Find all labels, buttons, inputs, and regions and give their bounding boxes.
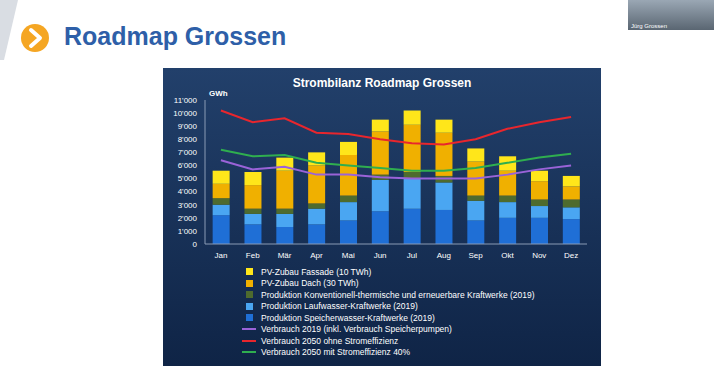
html-text:GWh: GWh	[209, 89, 228, 98]
svg-text:0: 0	[193, 240, 198, 249]
svg-text:6'000: 6'000	[178, 161, 198, 170]
svg-text:7'000: 7'000	[178, 148, 198, 157]
svg-text:8'000: 8'000	[178, 135, 198, 144]
svg-text:Feb: Feb	[246, 251, 260, 260]
svg-text:10'000: 10'000	[173, 109, 197, 118]
html-text:Verbrauch 2019 (inkl. Verbrauc: Verbrauch 2019 (inkl. Verbrauch Speicher…	[261, 324, 452, 335]
svg-text:Apr: Apr	[310, 251, 323, 260]
svg-text:Mai: Mai	[342, 251, 355, 260]
svg-text:Sep: Sep	[468, 251, 483, 260]
html-text:PV-Zubau Dach (30 TWh): PV-Zubau Dach (30 TWh)	[261, 278, 359, 289]
svg-text:Aug: Aug	[437, 251, 451, 260]
svg-text:4'000: 4'000	[178, 187, 198, 196]
svg-text:11'000: 11'000	[174, 96, 198, 105]
html-text:Strombilanz Roadmap Grossen: Strombilanz Roadmap Grossen	[292, 76, 472, 90]
html-text:Jürg Grossen: Jürg Grossen	[631, 23, 667, 29]
svg-text:Dez: Dez	[564, 251, 578, 260]
html-text:Roadmap Grossen: Roadmap Grossen	[64, 22, 287, 50]
html-text:Produktion Speicherwasser-Kraf: Produktion Speicherwasser-Kraftwerke (20…	[261, 312, 435, 323]
html-text:Produktion Laufwasser-Kraftwer: Produktion Laufwasser-Kraftwerke (2019)	[261, 301, 418, 312]
html-text:PV-Zubau Fassade (10 TWh): PV-Zubau Fassade (10 TWh)	[261, 266, 372, 277]
svg-text:Okt: Okt	[501, 251, 514, 260]
svg-text:Jul: Jul	[407, 251, 417, 260]
svg-text:5'000: 5'000	[178, 174, 198, 183]
svg-text:9'000: 9'000	[178, 122, 198, 131]
svg-text:3'000: 3'000	[178, 201, 198, 210]
svg-text:Mär: Mär	[278, 251, 292, 260]
svg-text:1'000: 1'000	[178, 227, 198, 236]
html-text:Verbrauch 2050 mit Stromeffizi: Verbrauch 2050 mit Stromeffizienz 40%	[261, 347, 411, 358]
svg-text:Jan: Jan	[214, 251, 227, 260]
html-text:Produktion Konventionell-therm: Produktion Konventionell-thermische und …	[261, 289, 535, 300]
svg-text:Nov: Nov	[532, 251, 546, 260]
svg-text:2'000: 2'000	[178, 214, 198, 223]
svg-text:Jun: Jun	[374, 251, 387, 260]
html-text:Verbrauch 2050 ohne Stromeffiz: Verbrauch 2050 ohne Stromeffizienz	[261, 335, 399, 346]
